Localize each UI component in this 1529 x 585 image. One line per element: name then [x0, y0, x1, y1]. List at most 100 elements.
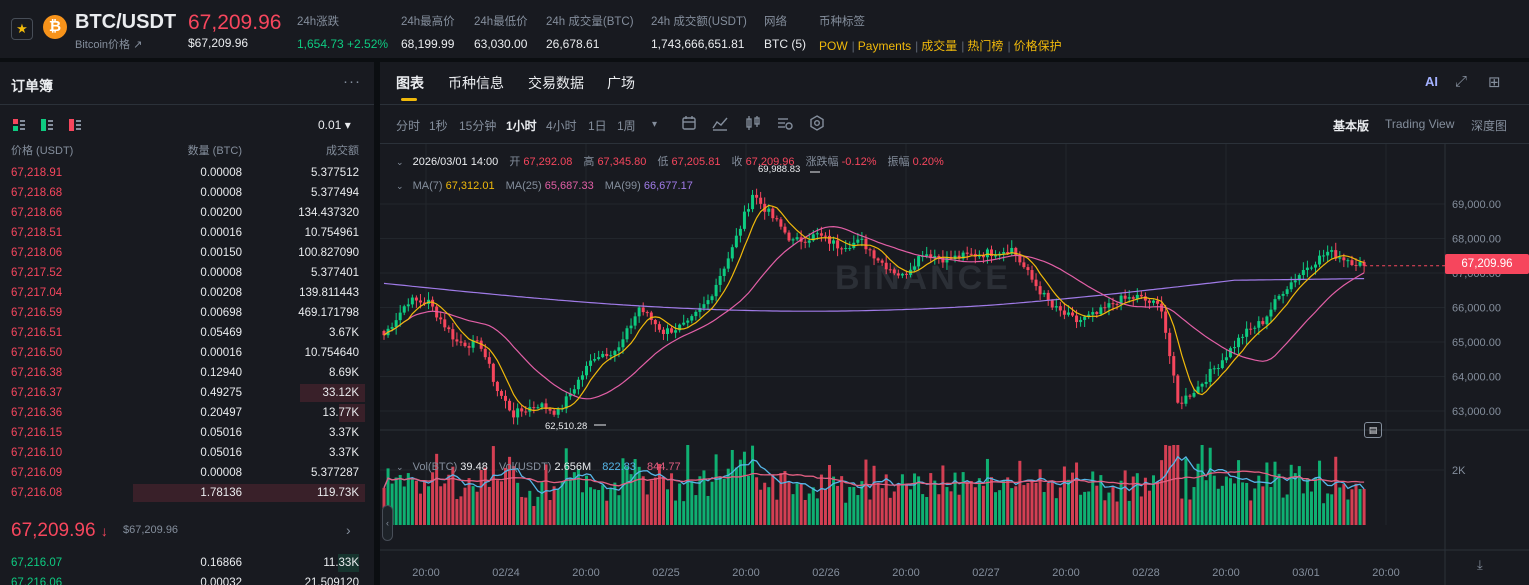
symbol-title[interactable]: BTC/USDT — [75, 11, 177, 33]
candle-body — [540, 403, 544, 408]
drawing-tools-icon[interactable] — [776, 114, 794, 132]
tag-hot[interactable]: 热门榜 — [967, 39, 1004, 53]
volume-bar — [998, 490, 1002, 525]
timeframe-more-icon[interactable]: ▾ — [652, 119, 658, 130]
ask-row[interactable]: 67,216.15 0.05016 3.37K — [0, 423, 374, 443]
candle-body — [1245, 328, 1249, 337]
volume-bar — [1220, 485, 1224, 525]
ask-row[interactable]: 67,218.68 0.00008 5.377494 — [0, 183, 374, 203]
candle-body — [463, 342, 467, 347]
view-depth[interactable]: 深度图 — [1471, 119, 1508, 133]
timeframe-1s[interactable]: 1秒 — [429, 119, 448, 133]
bid-row[interactable]: 67,216.06 0.00032 21.509120 — [0, 573, 374, 585]
volume-bar — [884, 474, 888, 525]
candle-body — [1249, 328, 1253, 330]
volume-bar — [560, 481, 564, 525]
timeframe-1d[interactable]: 1日 — [588, 119, 607, 133]
layout-grid-icon[interactable]: ⊞ — [1488, 74, 1501, 91]
view-both-icon[interactable] — [13, 119, 25, 131]
volume-bar — [1309, 491, 1313, 525]
stat-24h-change: 24h涨跌 1,654.73 +2.52% — [297, 13, 388, 51]
tag-list: POW | Payments | 成交量 | 热门榜 | 价格保护 — [819, 37, 1063, 54]
candle-style-icon[interactable] — [744, 114, 762, 132]
ask-row[interactable]: 67,217.52 0.00008 5.377401 — [0, 263, 374, 283]
chevron-right-icon[interactable]: › — [346, 522, 351, 538]
ask-row[interactable]: 67,216.37 0.49275 33.12K — [0, 383, 374, 403]
ask-row[interactable]: 67,218.06 0.00150 100.827090 — [0, 243, 374, 263]
ask-row[interactable]: 67,216.36 0.20497 13.77K — [0, 403, 374, 423]
ask-row[interactable]: 67,216.08 1.78136 119.73K — [0, 483, 374, 503]
candle-body — [1208, 368, 1212, 382]
timeframe-time[interactable]: 分时 — [396, 119, 421, 133]
candle-body — [860, 238, 864, 240]
candle-body — [1257, 321, 1261, 328]
collapse-chevron-icon[interactable]: ⌄ — [396, 462, 404, 472]
view-basic[interactable]: 基本版 — [1333, 119, 1370, 133]
col-qty-header: 数量 (BTC) — [187, 145, 242, 157]
volume-bar — [1071, 472, 1074, 525]
tab-trading-data[interactable]: 交易数据 — [528, 75, 584, 91]
view-tradingview[interactable]: Trading View — [1385, 117, 1455, 131]
coin-info-link[interactable]: Bitcoin价格 ↗ — [75, 39, 143, 51]
collapse-chevron-icon[interactable]: ⌄ — [396, 181, 404, 191]
scroll-left-handle[interactable]: ‹ — [382, 505, 393, 541]
candle-body — [589, 360, 593, 366]
bid-row[interactable]: 67,216.07 0.16866 11.33K — [0, 553, 374, 573]
ask-row[interactable]: 67,218.91 0.00008 5.377512 — [0, 163, 374, 183]
ask-row[interactable]: 67,216.38 0.12940 8.69K — [0, 363, 374, 383]
candle-body — [1006, 251, 1010, 254]
reset-chart-icon[interactable]: ⤓ — [1477, 557, 1483, 572]
tab-chart[interactable]: 图表 — [396, 75, 424, 91]
ask-price: 67,216.50 — [11, 347, 63, 359]
view-asks-icon[interactable] — [69, 119, 81, 131]
favorite-star-icon[interactable]: ★ — [11, 18, 33, 40]
tab-square[interactable]: 广场 — [607, 75, 635, 91]
timeframe-15m[interactable]: 15分钟 — [459, 119, 497, 133]
ask-price: 67,216.10 — [11, 447, 63, 459]
expand-icon[interactable]: ⤢ — [1455, 73, 1468, 90]
ai-icon[interactable]: AI — [1425, 74, 1438, 89]
candle-body — [1115, 303, 1119, 305]
volume-bar — [657, 463, 661, 525]
more-options-icon[interactable]: ··· — [343, 73, 361, 90]
tag-payments[interactable]: Payments — [857, 39, 912, 53]
candlestick-chart[interactable]: 69,000.0068,000.0067,000.0066,000.0065,0… — [380, 144, 1529, 585]
ask-row[interactable]: 67,218.51 0.00016 10.754961 — [0, 223, 374, 243]
ask-row[interactable]: 67,216.09 0.00008 5.377287 — [0, 463, 374, 483]
timeframe-1h[interactable]: 1小时 — [506, 119, 537, 133]
timeframe-1w[interactable]: 1周 — [617, 119, 636, 133]
depth-bar — [300, 384, 365, 402]
ask-row[interactable]: 67,216.59 0.00698 469.171798 — [0, 303, 374, 323]
volume-bar — [929, 473, 933, 525]
tab-coin-info[interactable]: 币种信息 — [448, 75, 504, 91]
ask-row[interactable]: 67,216.50 0.00016 10.754640 — [0, 343, 374, 363]
precision-select[interactable]: 0.01 ▾ — [318, 118, 351, 132]
ma7-label: MA(7) — [412, 180, 443, 192]
view-bids-icon[interactable] — [41, 119, 53, 131]
divider — [380, 143, 1529, 144]
candle-body — [686, 320, 690, 323]
volume-bar — [985, 458, 989, 525]
indicator-icon[interactable] — [711, 114, 729, 132]
mid-price[interactable]: 67,209.96 ↓ — [11, 520, 108, 542]
candle-body — [451, 329, 455, 340]
settings-gear-icon[interactable] — [808, 114, 826, 132]
tag-separator: | — [1007, 39, 1011, 53]
tag-price-protection[interactable]: 价格保护 — [1013, 39, 1062, 53]
calendar-icon[interactable] — [680, 114, 698, 132]
stat-value[interactable]: BTC (5) — [764, 37, 806, 51]
tag-volume[interactable]: 成交量 — [921, 39, 958, 53]
ask-row[interactable]: 67,216.10 0.05016 3.37K — [0, 443, 374, 463]
candle-body — [961, 252, 965, 259]
ask-row[interactable]: 67,218.66 0.00200 134.437320 — [0, 203, 374, 223]
ask-row[interactable]: 67,217.04 0.00208 139.811443 — [0, 283, 374, 303]
candle-body — [1010, 247, 1014, 254]
volume-bar — [904, 484, 908, 525]
order-list-icon[interactable]: ▤ — [1364, 422, 1382, 438]
timeframe-4h[interactable]: 4小时 — [546, 119, 577, 133]
tag-pow[interactable]: POW — [819, 39, 848, 53]
ask-row[interactable]: 67,216.51 0.05469 3.67K — [0, 323, 374, 343]
current-price-tag: 67,209.96 — [1445, 254, 1529, 274]
collapse-chevron-icon[interactable]: ⌄ — [396, 157, 404, 167]
volume-bar — [807, 493, 811, 525]
